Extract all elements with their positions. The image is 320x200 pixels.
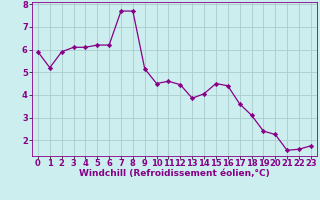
X-axis label: Windchill (Refroidissement éolien,°C): Windchill (Refroidissement éolien,°C) (79, 169, 270, 178)
